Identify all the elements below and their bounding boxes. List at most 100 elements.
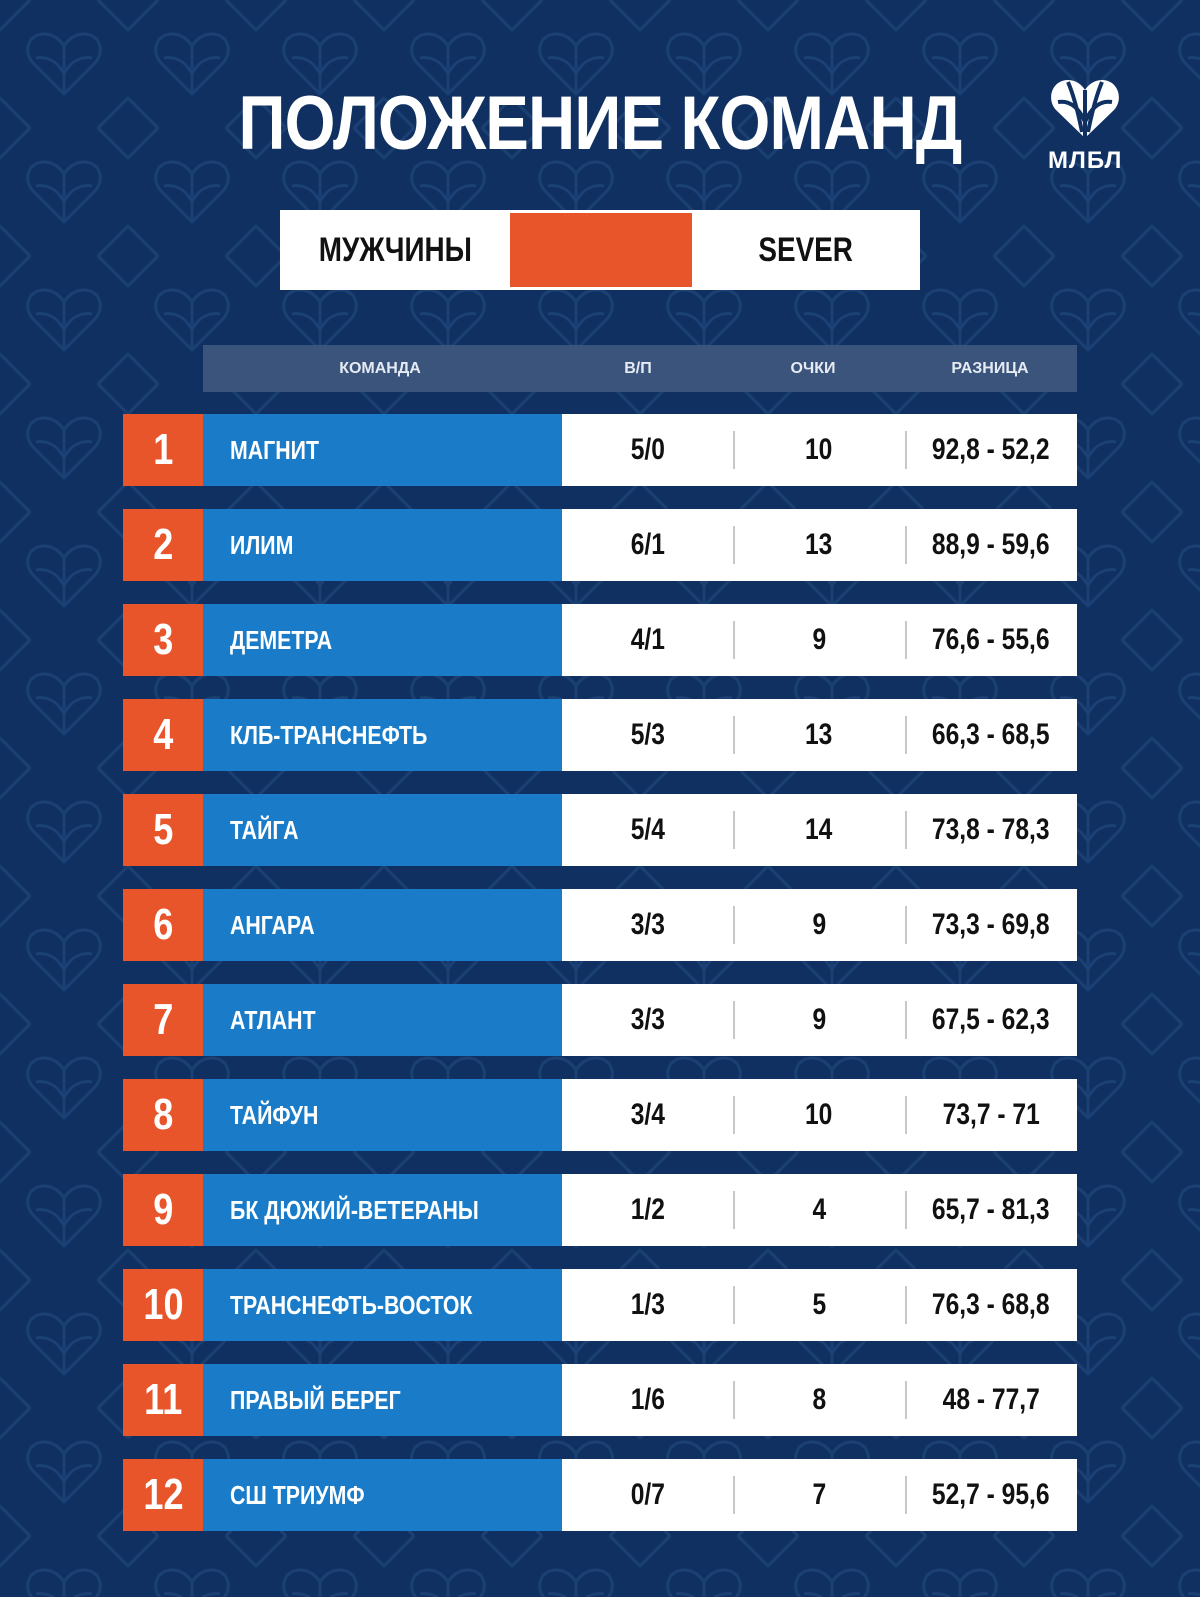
divider	[733, 1286, 735, 1324]
stats-cell: 0/7 7 52,7 - 95,6	[562, 1459, 1077, 1531]
header-wl: В/П	[624, 360, 652, 377]
rank-cell: 6	[123, 889, 203, 961]
diff-value: 67,5 - 62,3	[932, 1003, 1050, 1036]
points-value: 10	[805, 433, 833, 466]
rank-value: 7	[152, 995, 174, 1044]
rank-value: 3	[152, 615, 174, 664]
points-value: 10	[805, 1098, 833, 1131]
table-row: 5 ТАЙГА 5/4 14 73,8 - 78,3	[123, 794, 1077, 866]
divider	[905, 1001, 907, 1039]
divider	[733, 716, 735, 754]
rank-value: 11	[143, 1375, 183, 1424]
divider	[733, 621, 735, 659]
rank-cell: 9	[123, 1174, 203, 1246]
divider	[905, 431, 907, 469]
standings-table: 1 МАГНИТ 5/0 10 92,8 - 52,2 2 ИЛИМ 6/1 1…	[123, 414, 1077, 1554]
wl-value: 1/6	[630, 1383, 665, 1416]
team-cell: ТАЙГА	[203, 794, 562, 866]
header-team: КОМАНДА	[339, 360, 421, 377]
heart-basketball-icon	[1051, 80, 1119, 138]
table-header: КОМАНДА В/П ОЧКИ РАЗНИЦА	[203, 345, 1077, 392]
team-cell: СШ ТРИУМФ	[203, 1459, 562, 1531]
table-row: 3 ДЕМЕТРА 4/1 9 76,6 - 55,6	[123, 604, 1077, 676]
stats-cell: 3/3 9 67,5 - 62,3	[562, 984, 1077, 1056]
team-name: КЛБ-ТРАНСНЕФТЬ	[230, 719, 428, 750]
rank-cell: 1	[123, 414, 203, 486]
rank-cell: 11	[123, 1364, 203, 1436]
diff-value: 73,3 - 69,8	[932, 908, 1050, 941]
rank-cell: 7	[123, 984, 203, 1056]
stats-cell: 3/4 10 73,7 - 71	[562, 1079, 1077, 1151]
rank-value: 2	[152, 520, 174, 569]
filter-division[interactable]: SEVER	[692, 210, 920, 290]
wl-value: 1/3	[630, 1288, 665, 1321]
team-cell: КЛБ-ТРАНСНЕФТЬ	[203, 699, 562, 771]
wl-value: 5/3	[630, 718, 665, 751]
team-cell: АНГАРА	[203, 889, 562, 961]
rank-cell: 10	[123, 1269, 203, 1341]
stats-cell: 1/6 8 48 - 77,7	[562, 1364, 1077, 1436]
filter-bar: МУЖЧИНЫ SEVER	[280, 210, 920, 290]
divider	[905, 1476, 907, 1514]
team-cell: ТАЙФУН	[203, 1079, 562, 1151]
rank-value: 12	[142, 1470, 184, 1519]
diff-value: 76,3 - 68,8	[932, 1288, 1050, 1321]
points-value: 9	[812, 1003, 826, 1036]
divider	[733, 1096, 735, 1134]
wl-value: 0/7	[630, 1478, 665, 1511]
filter-active-segment[interactable]	[510, 213, 692, 287]
divider	[733, 1476, 735, 1514]
divider	[905, 906, 907, 944]
filter-gender-label: МУЖЧИНЫ	[318, 230, 472, 269]
divider	[905, 1381, 907, 1419]
rank-cell: 2	[123, 509, 203, 581]
table-row: 7 АТЛАНТ 3/3 9 67,5 - 62,3	[123, 984, 1077, 1056]
rank-cell: 3	[123, 604, 203, 676]
table-row: 6 АНГАРА 3/3 9 73,3 - 69,8	[123, 889, 1077, 961]
team-cell: ИЛИМ	[203, 509, 562, 581]
rank-cell: 8	[123, 1079, 203, 1151]
diff-value: 65,7 - 81,3	[932, 1193, 1050, 1226]
rank-value: 4	[152, 710, 174, 759]
table-row: 9 БК ДЮЖИЙ-ВЕТЕРАНЫ 1/2 4 65,7 - 81,3	[123, 1174, 1077, 1246]
team-name: ТАЙФУН	[230, 1099, 319, 1130]
diff-value: 92,8 - 52,2	[932, 433, 1050, 466]
team-cell: МАГНИТ	[203, 414, 562, 486]
header-points: ОЧКИ	[790, 360, 836, 377]
filter-division-label: SEVER	[758, 230, 854, 269]
rank-value: 8	[152, 1090, 174, 1139]
filter-gender[interactable]: МУЖЧИНЫ	[280, 210, 510, 290]
diff-value: 88,9 - 59,6	[932, 528, 1050, 561]
stats-cell: 5/4 14 73,8 - 78,3	[562, 794, 1077, 866]
table-row: 10 ТРАНСНЕФТЬ-ВОСТОК 1/3 5 76,3 - 68,8	[123, 1269, 1077, 1341]
points-value: 9	[812, 623, 826, 656]
points-value: 9	[812, 908, 826, 941]
divider	[733, 811, 735, 849]
stats-cell: 5/3 13 66,3 - 68,5	[562, 699, 1077, 771]
team-name: ИЛИМ	[230, 529, 294, 560]
diff-value: 73,7 - 71	[942, 1098, 1040, 1131]
team-name: АНГАРА	[230, 909, 315, 940]
divider	[733, 1381, 735, 1419]
rank-cell: 5	[123, 794, 203, 866]
diff-value: 66,3 - 68,5	[932, 718, 1050, 751]
table-row: 12 СШ ТРИУМФ 0/7 7 52,7 - 95,6	[123, 1459, 1077, 1531]
stats-cell: 5/0 10 92,8 - 52,2	[562, 414, 1077, 486]
team-cell: ПРАВЫЙ БЕРЕГ	[203, 1364, 562, 1436]
wl-value: 5/4	[630, 813, 665, 846]
points-value: 13	[805, 718, 833, 751]
rank-value: 1	[152, 425, 174, 474]
team-name: ПРАВЫЙ БЕРЕГ	[230, 1384, 401, 1415]
team-name: АТЛАНТ	[230, 1004, 316, 1035]
wl-value: 1/2	[630, 1193, 665, 1226]
table-row: 8 ТАЙФУН 3/4 10 73,7 - 71	[123, 1079, 1077, 1151]
league-logo: МЛБЛ	[1048, 76, 1122, 175]
wl-value: 3/3	[630, 1003, 665, 1036]
divider	[905, 716, 907, 754]
team-name: ДЕМЕТРА	[230, 624, 333, 655]
team-name: ТАЙГА	[230, 814, 299, 845]
points-value: 4	[812, 1193, 826, 1226]
team-name: ТРАНСНЕФТЬ-ВОСТОК	[230, 1289, 473, 1320]
points-value: 13	[805, 528, 833, 561]
diff-value: 76,6 - 55,6	[932, 623, 1050, 656]
